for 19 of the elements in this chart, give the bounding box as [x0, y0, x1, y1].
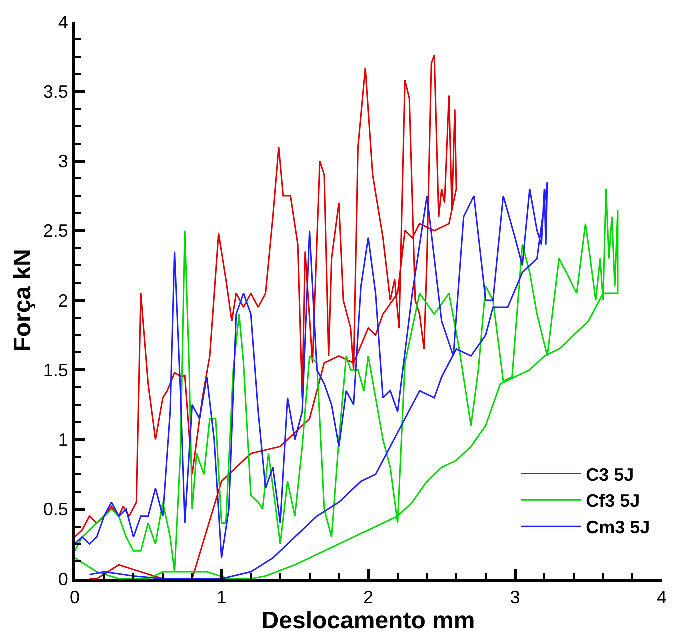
y-tick-label: 2 — [58, 290, 68, 311]
y-tick-label: 3 — [58, 152, 68, 172]
x-axis-title: Deslocamento mm — [262, 608, 476, 635]
x-tick-label: 3 — [510, 588, 520, 608]
legend-label: C3 5J — [586, 464, 634, 485]
x-tick-label: 2 — [363, 588, 374, 608]
legend-label: Cf3 5J — [586, 491, 640, 512]
x-tick-label: 1 — [216, 588, 227, 608]
y-tick-label: 0.5 — [43, 500, 68, 520]
x-tick-label: 4 — [656, 588, 668, 608]
y-tick-label: 1.5 — [43, 360, 68, 380]
y-axis-title: Força kN — [9, 249, 36, 352]
y-tick-label: 2.5 — [43, 221, 68, 242]
y-tick-label: 4 — [58, 12, 68, 32]
legend-label: Cm3 5J — [586, 518, 650, 538]
y-tick-label: 0 — [58, 569, 68, 590]
y-tick-label: 1 — [58, 430, 68, 450]
y-tick-label: 3.5 — [43, 82, 68, 102]
line-series — [75, 54, 458, 579]
